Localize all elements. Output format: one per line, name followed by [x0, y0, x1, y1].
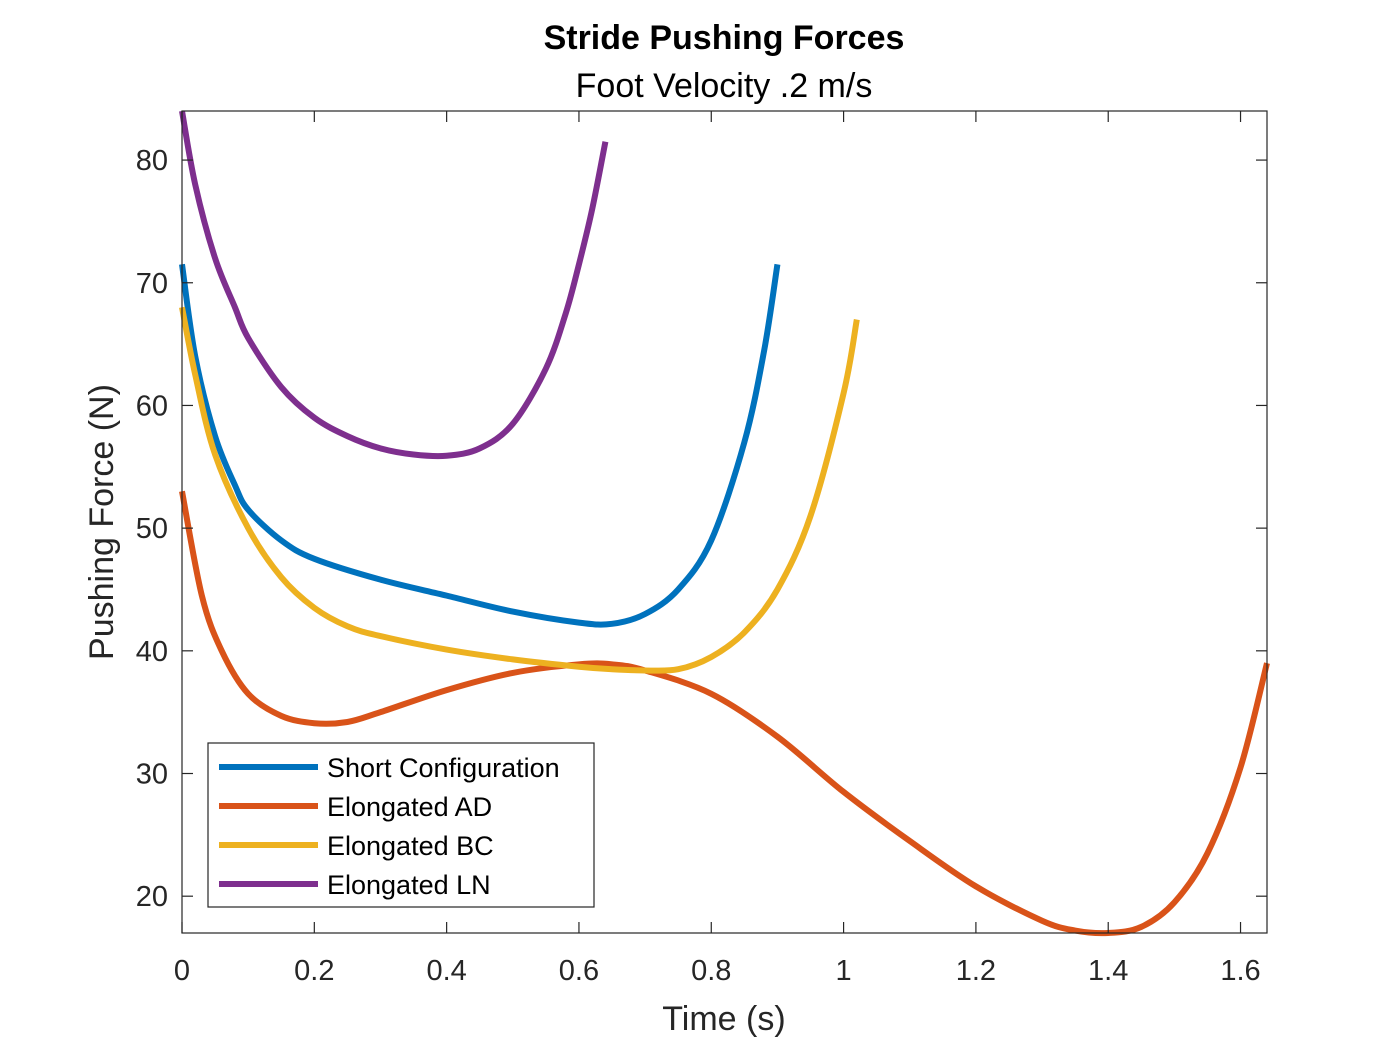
series-line-elongated-ad [179, 490, 1270, 937]
y-tick-label: 60 [136, 390, 168, 422]
x-tick-label: 0.4 [426, 955, 466, 987]
x-axis-ticks: 0 0.2 0.4 0.6 0.8 1 1.2 1.4 1.6 [174, 111, 1261, 987]
y-tick-label: 80 [136, 145, 168, 177]
x-tick-label: 0.8 [691, 955, 731, 987]
y-tick-label: 40 [136, 636, 168, 668]
y-tick-label: 50 [136, 513, 168, 545]
y-axis-label: Pushing Force (N) [83, 384, 121, 660]
x-tick-label: 1.2 [956, 955, 996, 987]
x-tick-label: 1.6 [1220, 955, 1260, 987]
legend-box [207, 742, 595, 908]
legend: Short Configuration Elongated AD Elongated… [207, 742, 595, 908]
x-tick-label: 1.4 [1088, 955, 1128, 987]
y-tick-label: 20 [136, 881, 168, 913]
y-tick-label: 70 [136, 268, 168, 300]
x-tick-label: 1 [836, 955, 852, 987]
chart-subtitle: Foot Velocity .2 m/s [576, 67, 873, 105]
chart-title: Stride Pushing Forces [544, 19, 905, 57]
axes-box [181, 110, 1268, 934]
legend-label: Elongated LN [327, 870, 491, 900]
x-tick-label: 0 [174, 955, 190, 987]
series-line-short-configuration [179, 263, 781, 628]
x-axis-label: Time (s) [662, 1000, 785, 1038]
series-line-elongated-bc [179, 306, 860, 674]
legend-entries: Short Configuration Elongated AD Elongated… [219, 753, 560, 900]
series-line-elongated-ln [179, 110, 609, 460]
x-tick-label: 0.6 [559, 955, 599, 987]
legend-label: Short Configuration [327, 753, 560, 783]
x-tick-label: 0.2 [294, 955, 334, 987]
legend-label: Elongated AD [327, 792, 492, 822]
y-tick-label: 30 [136, 759, 168, 791]
legend-label: Elongated BC [327, 831, 494, 861]
y-axis-ticks: 20 30 40 50 60 70 80 [136, 145, 1267, 913]
series-layer [179, 110, 1270, 937]
